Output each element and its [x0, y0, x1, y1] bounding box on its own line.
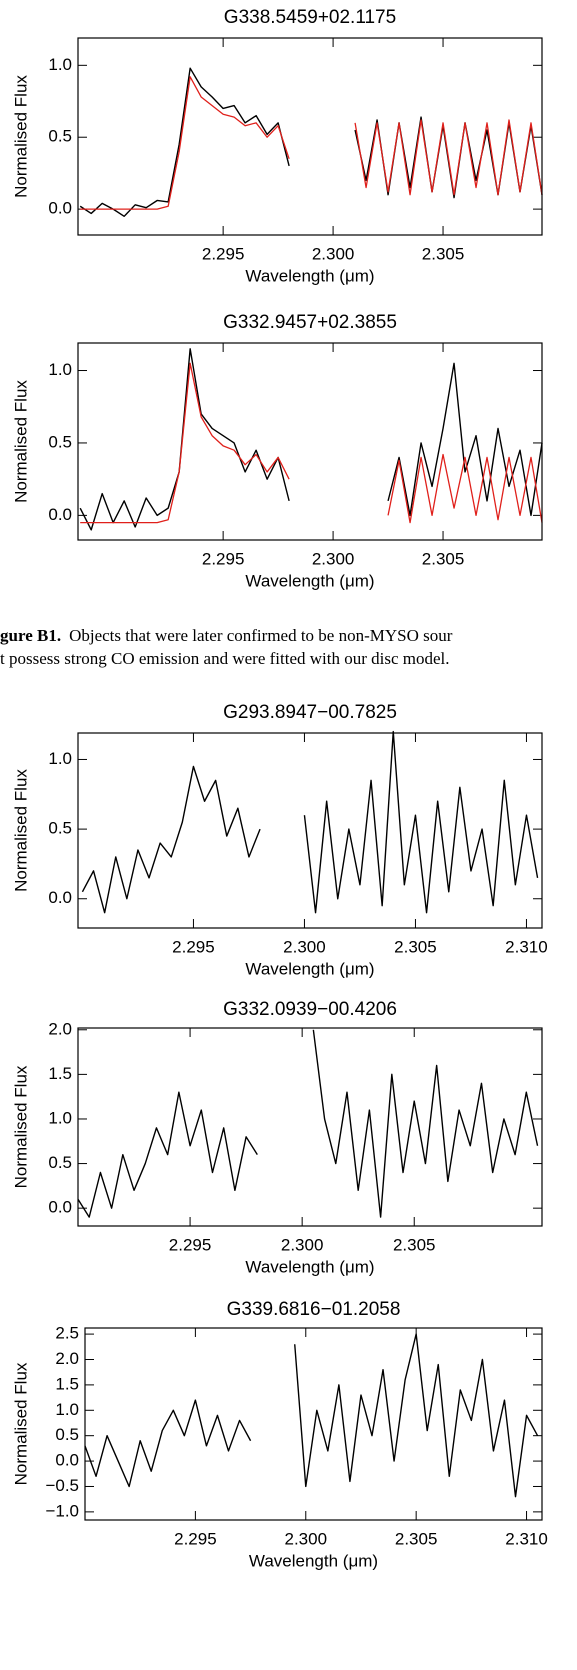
- spectrum-line: [84, 1333, 539, 1498]
- spectrum-line: [81, 730, 539, 914]
- x-axis-label: Wavelength (μm): [249, 1551, 378, 1570]
- y-axis-label: Normalised Flux: [11, 769, 30, 892]
- spectrum-line: [80, 76, 543, 210]
- y-tick-label: 1.0: [48, 749, 72, 768]
- y-tick-label: 1.0: [48, 55, 72, 74]
- y-tick-label: 2.5: [55, 1324, 79, 1343]
- y-axis-label: Normalised Flux: [11, 75, 30, 198]
- chart-title: G332.9457+02.3855: [223, 312, 397, 333]
- caption-label: gure B1.: [0, 626, 61, 645]
- y-tick-label: 2.0: [55, 1349, 79, 1368]
- x-tick-label: 2.300: [312, 549, 355, 568]
- x-tick-label: 2.300: [312, 244, 355, 263]
- x-axis-label: Wavelength (μm): [245, 1257, 374, 1276]
- x-tick-label: 2.310: [505, 937, 548, 956]
- y-tick-label: −0.5: [45, 1476, 79, 1495]
- x-tick-label: 2.310: [505, 1529, 548, 1548]
- chart-title: G339.6816−01.2058: [227, 1299, 401, 1320]
- y-tick-label: 1.0: [55, 1400, 79, 1419]
- y-tick-label: 0.0: [55, 1451, 79, 1470]
- x-tick-label: 2.305: [394, 937, 437, 956]
- y-tick-label: 0.0: [48, 505, 72, 524]
- x-tick-label: 2.305: [395, 1529, 438, 1548]
- x-tick-label: 2.295: [202, 244, 245, 263]
- x-tick-label: 2.305: [422, 244, 465, 263]
- plot-frame: [77, 342, 543, 541]
- y-tick-label: 1.0: [48, 360, 72, 379]
- spectrum-line: [77, 1029, 539, 1218]
- x-tick-label: 2.300: [281, 1235, 324, 1254]
- x-tick-label: 2.295: [174, 1529, 217, 1548]
- x-tick-label: 2.300: [283, 937, 326, 956]
- y-tick-label: 0.0: [48, 1198, 72, 1217]
- y-axis-label: Normalised Flux: [11, 1362, 30, 1485]
- x-axis-label: Wavelength (μm): [245, 959, 374, 978]
- plot-frame: [77, 732, 543, 929]
- y-tick-label: 0.5: [48, 127, 72, 146]
- x-tick-label: 2.305: [422, 549, 465, 568]
- y-axis-label: Normalised Flux: [11, 380, 30, 503]
- y-tick-label: 0.0: [48, 199, 72, 218]
- x-tick-label: 2.295: [169, 1235, 212, 1254]
- y-tick-label: 1.5: [55, 1374, 79, 1393]
- plot-frame: [77, 1027, 543, 1227]
- y-tick-label: 0.5: [48, 432, 72, 451]
- y-tick-label: 0.5: [48, 1153, 72, 1172]
- chart-title: G293.8947−00.7825: [223, 702, 397, 723]
- y-tick-label: 0.5: [48, 819, 72, 838]
- y-tick-label: 2.0: [48, 1019, 72, 1038]
- caption-line: gure B1. Objects that were later confirme…: [0, 626, 453, 645]
- y-tick-label: −1.0: [45, 1501, 79, 1520]
- x-tick-label: 2.305: [393, 1235, 436, 1254]
- y-axis-label: Normalised Flux: [11, 1065, 30, 1188]
- chart-title: G338.5459+02.1175: [224, 7, 396, 28]
- y-tick-label: 0.5: [55, 1425, 79, 1444]
- chart-title: G332.0939−00.4206: [223, 999, 397, 1020]
- x-axis-label: Wavelength (μm): [245, 571, 374, 590]
- y-tick-label: 0.0: [48, 888, 72, 907]
- plot-frame: [84, 1327, 543, 1521]
- x-axis-label: Wavelength (μm): [245, 266, 374, 285]
- x-tick-label: 2.295: [202, 549, 245, 568]
- spectrum-line: [79, 348, 543, 531]
- x-tick-label: 2.295: [172, 937, 215, 956]
- y-tick-label: 1.0: [48, 1108, 72, 1127]
- plot-frame: [77, 37, 543, 236]
- caption-text: Objects that were later confirmed to be …: [69, 626, 453, 645]
- caption-line: t possess strong CO emission and were fi…: [0, 649, 450, 668]
- y-tick-label: 1.5: [48, 1064, 72, 1083]
- spectrum-line: [80, 362, 543, 524]
- x-tick-label: 2.300: [284, 1529, 327, 1548]
